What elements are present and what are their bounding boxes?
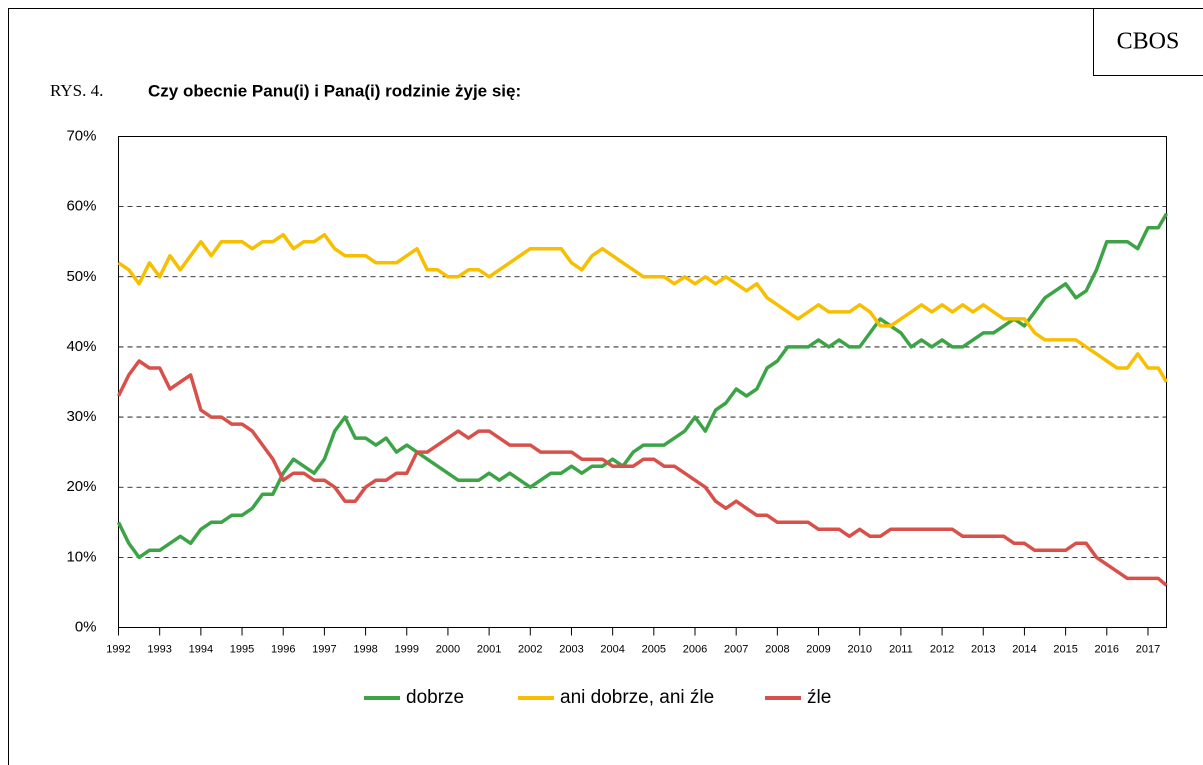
x-tick-label: 2013	[971, 643, 995, 655]
x-tick-label: 2002	[518, 643, 542, 655]
chart-title: Czy obecnie Panu(i) i Pana(i) rodzinie ż…	[148, 81, 521, 100]
x-tick-label: 2007	[724, 643, 748, 655]
legend-label: ani dobrze, ani źle	[560, 687, 714, 708]
x-tick-label: 1997	[312, 643, 336, 655]
x-tick-label: 2001	[477, 643, 501, 655]
x-tick-label: 1992	[106, 643, 130, 655]
series-line	[116, 212, 1169, 560]
x-tick-label: 2005	[642, 643, 666, 655]
badge: CBOS	[1117, 29, 1180, 55]
legend-label: źle	[807, 687, 831, 708]
x-tick-label: 2015	[1053, 643, 1077, 655]
x-tick-label: 1995	[230, 643, 254, 655]
x-tick-label: 1994	[189, 643, 213, 655]
x-tick-label: 2003	[559, 643, 583, 655]
y-tick-label: 0%	[75, 618, 97, 635]
x-tick-label: 2011	[889, 643, 913, 655]
y-tick-label: 10%	[66, 548, 96, 565]
x-tick-label: 2014	[1012, 643, 1036, 655]
x-tick-label: 1999	[395, 643, 419, 655]
badge-box	[1093, 8, 1203, 76]
x-tick-label: 1996	[271, 643, 295, 655]
x-tick-label: 1993	[147, 643, 171, 655]
x-tick-label: 2010	[847, 643, 871, 655]
x-tick-label: 2004	[600, 643, 624, 655]
x-tick-label: 2006	[683, 643, 707, 655]
y-tick-label: 30%	[66, 408, 96, 425]
x-tick-label: 2016	[1095, 643, 1119, 655]
series-line	[117, 232, 1169, 383]
series-line	[116, 359, 1168, 587]
y-tick-label: 40%	[66, 338, 96, 355]
figure-label: RYS. 4.	[50, 81, 103, 100]
plot-area	[118, 136, 1167, 628]
x-tick-label: 2008	[765, 643, 789, 655]
x-tick-label: 2017	[1136, 643, 1160, 655]
y-tick-label: 60%	[66, 198, 96, 215]
frame	[8, 8, 1203, 765]
x-tick-label: 2000	[436, 643, 460, 655]
x-tick-label: 2012	[930, 643, 954, 655]
legend-label: dobrze	[406, 687, 464, 708]
y-tick-label: 50%	[66, 268, 96, 285]
y-tick-label: 70%	[66, 127, 96, 144]
x-tick-label: 2009	[806, 643, 830, 655]
x-tick-label: 1998	[353, 643, 377, 655]
y-tick-label: 20%	[66, 478, 96, 495]
